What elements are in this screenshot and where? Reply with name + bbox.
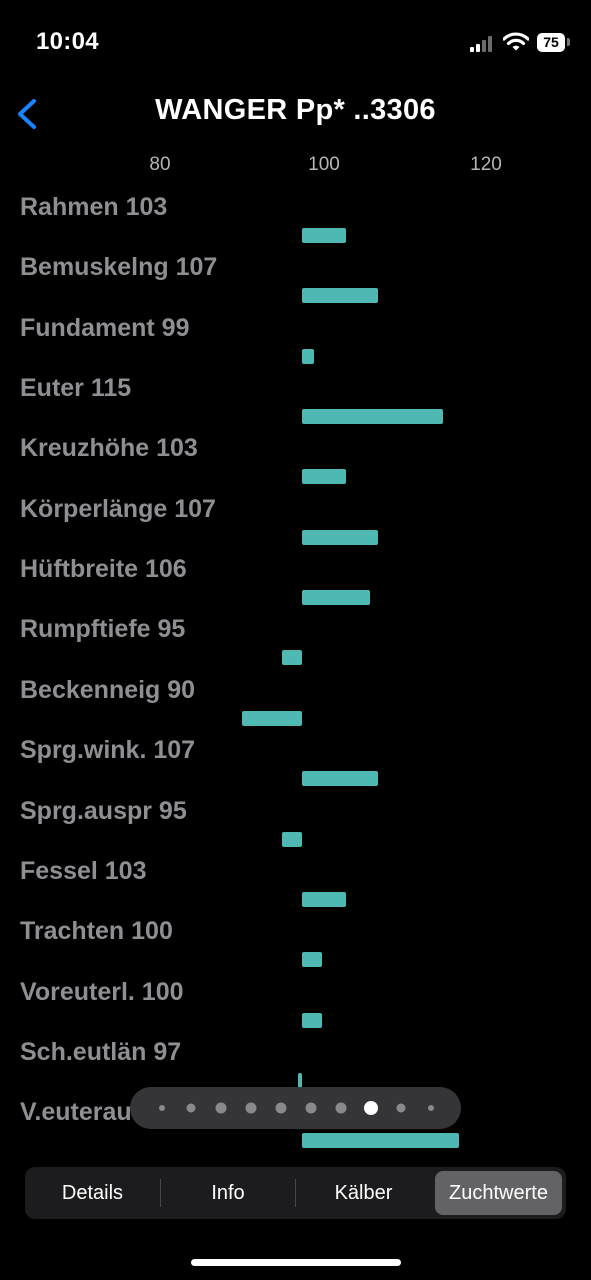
value-bar (302, 409, 443, 425)
navigation-bar: WANGER Pp* ..3306 (0, 86, 591, 142)
chart-row: Hüftbreite 106 (0, 547, 591, 607)
row-label: Rahmen 103 (20, 193, 168, 221)
chart-row: Bemuskelng 107 (0, 245, 591, 305)
tab-info[interactable]: Info (211, 1182, 245, 1204)
breeding-values-chart[interactable]: Rahmen 103 Bemuskelng 107 Fundament 99 Eute… (0, 185, 591, 1160)
home-indicator[interactable] (191, 1259, 401, 1266)
chart-row: Voreuterl. 100 (0, 970, 591, 1030)
row-label: Bemuskelng 107 (20, 253, 218, 282)
chart-row: Trachten 100 (0, 909, 591, 969)
chart-row: Sch.eutlän 97 (0, 1030, 591, 1090)
chart-row: Sprg.auspr 95 (0, 789, 591, 849)
chart-row: Körperlänge 107 (0, 487, 591, 547)
chart-row: Fundament 99 (0, 306, 591, 366)
row-label: Sprg.wink. 107 (20, 736, 196, 765)
row-label: Trachten 100 (20, 917, 173, 946)
page-dot[interactable] (245, 1102, 257, 1114)
chevron-left-icon (18, 99, 36, 129)
page-indicator[interactable] (130, 1087, 461, 1129)
row-label: Voreuterl. 100 (20, 977, 184, 1006)
chart-row: Rumpftiefe 95 (0, 607, 591, 667)
row-label: Sch.eutlän 97 (20, 1037, 182, 1066)
value-bar (281, 650, 302, 666)
value-bar (302, 228, 347, 243)
page-dot[interactable] (428, 1105, 434, 1111)
row-label: Euter 115 (20, 374, 132, 403)
x-tick-label: 80 (149, 154, 171, 175)
chart-row: Sprg.wink. 107 (0, 728, 591, 788)
status-bar: 10:04 75 (0, 0, 591, 86)
page-dot[interactable] (364, 1101, 378, 1115)
row-label: V.euterau (20, 1098, 132, 1127)
page-dot[interactable] (396, 1103, 406, 1113)
chart-row: Fessel 103 (0, 849, 591, 909)
battery-icon: 75 (537, 33, 565, 52)
page-dot[interactable] (275, 1102, 287, 1114)
divider (295, 1179, 296, 1207)
page-dot[interactable] (186, 1103, 196, 1113)
value-bar (302, 590, 371, 606)
value-bar (302, 348, 315, 364)
value-bar (302, 469, 347, 485)
cellular-signal-icon (470, 36, 496, 52)
tab-zuchtwerte[interactable]: Zuchtwerte (435, 1171, 562, 1215)
page-dot[interactable] (215, 1102, 227, 1114)
row-label: Hüftbreite 106 (20, 555, 187, 584)
divider (160, 1179, 161, 1207)
tab-kaelber[interactable]: Kälber (334, 1182, 393, 1204)
x-tick-label: 120 (470, 154, 502, 175)
wifi-icon (503, 32, 529, 51)
chart-row: V.euterau (0, 1090, 591, 1150)
page-dot[interactable] (159, 1105, 165, 1111)
value-bar (302, 771, 379, 787)
x-tick-label: 100 (308, 154, 340, 175)
back-button[interactable] (10, 94, 50, 134)
tab-details[interactable]: Details (61, 1182, 124, 1204)
value-bar (302, 288, 379, 304)
chart-row: Beckenneig 90 (0, 668, 591, 728)
row-label: Rumpftiefe 95 (20, 615, 186, 644)
value-bar (302, 529, 379, 545)
value-bar (241, 710, 302, 726)
value-bar (302, 952, 323, 968)
battery-cap (567, 38, 570, 46)
value-bar (302, 1133, 459, 1149)
chart-row: Euter 115 (0, 366, 591, 426)
value-bar (297, 1072, 302, 1088)
page-dot[interactable] (335, 1102, 347, 1114)
page-title: WANGER Pp* ..3306 (155, 94, 436, 126)
row-label: Körperlänge 107 (20, 494, 216, 523)
page-dot[interactable] (305, 1102, 317, 1114)
row-label: Sprg.auspr 95 (20, 796, 187, 825)
row-label: Fundament 99 (20, 313, 190, 342)
value-bar (302, 1012, 323, 1028)
row-label: Kreuzhöhe 103 (20, 434, 198, 463)
chart-x-axis: 80 100 120 (0, 150, 591, 180)
row-label: Beckenneig 90 (20, 675, 196, 704)
value-bar (302, 891, 347, 907)
value-bar (281, 831, 302, 847)
status-time: 10:04 (36, 28, 99, 55)
chart-row: Kreuzhöhe 103 (0, 426, 591, 486)
row-label: Fessel 103 (20, 856, 147, 885)
chart-row: Rahmen 103 (0, 185, 591, 245)
segmented-control: Details Info Kälber Zuchtwerte (25, 1167, 566, 1219)
